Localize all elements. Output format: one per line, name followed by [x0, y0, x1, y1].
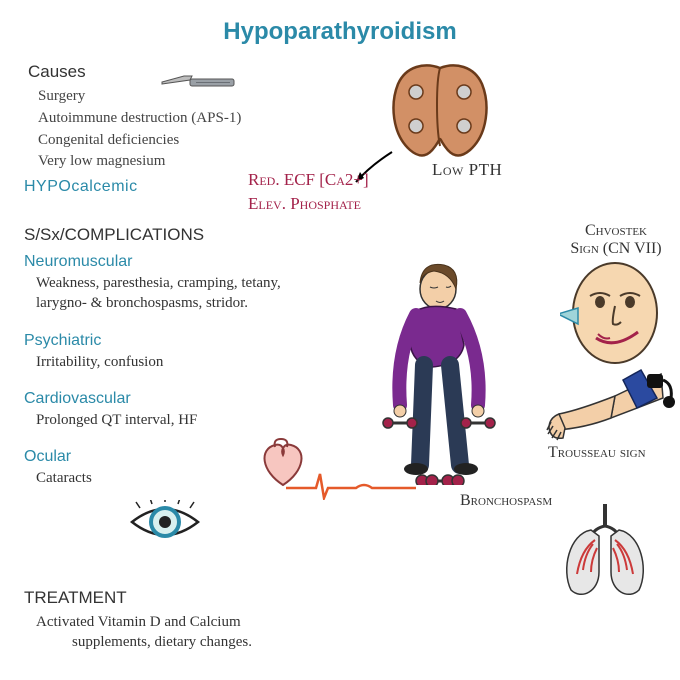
treatment-line: Activated Vitamin D and Calcium: [36, 614, 241, 630]
hypo-suffix: calcemic: [71, 178, 137, 195]
low-pth-label: Low PTH: [432, 160, 502, 180]
category-heading-cardiovascular: Cardiovascular: [24, 390, 334, 408]
page-title: Hypoparathyroidism: [223, 18, 456, 46]
eye-cataract-icon: [130, 500, 200, 544]
treatment-line: supplements, dietary changes.: [36, 632, 354, 652]
weak-person-icon: [360, 255, 520, 485]
causes-item: Congenital deficiencies: [38, 130, 308, 152]
category-heading-psychiatric: Psychiatric: [24, 332, 334, 350]
hypo-prefix: HYPO: [24, 178, 71, 195]
face-chvostek-icon: [560, 258, 665, 368]
category-heading-neuromuscular: Neuromuscular: [24, 253, 334, 271]
causes-item: Autoimmune destruction (APS-1): [38, 108, 308, 130]
ecg-trace-icon: [286, 470, 416, 500]
treatment-body: Activated Vitamin D and Calcium suppleme…: [24, 612, 354, 653]
chvostek-sign-label: Chvostek Sign (CN VII): [556, 222, 676, 259]
hypocalcemic-label: HYPOcalcemic: [24, 178, 138, 196]
treatment-section: TREATMENT Activated Vitamin D and Calciu…: [24, 588, 354, 653]
chvostek-line: Chvostek: [585, 222, 647, 239]
bronchospasm-label: Bronchospasm: [460, 492, 552, 510]
causes-list: Surgery Autoimmune destruction (APS-1) C…: [28, 86, 308, 173]
elevated-phosphate-label: Elev. Phosphate: [248, 194, 361, 214]
trousseau-sign-label: Trousseau sign: [548, 444, 646, 462]
reduced-calcium-label: Red. ECF [Ca2+]: [248, 170, 369, 190]
ssx-heading: S/Sx/COMPLICATIONS: [24, 225, 334, 245]
chvostek-line: Sign (CN VII): [570, 240, 661, 257]
lungs-icon: [555, 500, 665, 600]
category-body: Weakness, paresthesia, cramping, tetany,…: [24, 273, 334, 314]
category-body: Irritability, confusion: [24, 352, 334, 372]
scalpel-icon: [160, 70, 238, 94]
treatment-heading: TREATMENT: [24, 588, 354, 608]
category-body: Prolonged QT interval, HF: [24, 410, 334, 430]
